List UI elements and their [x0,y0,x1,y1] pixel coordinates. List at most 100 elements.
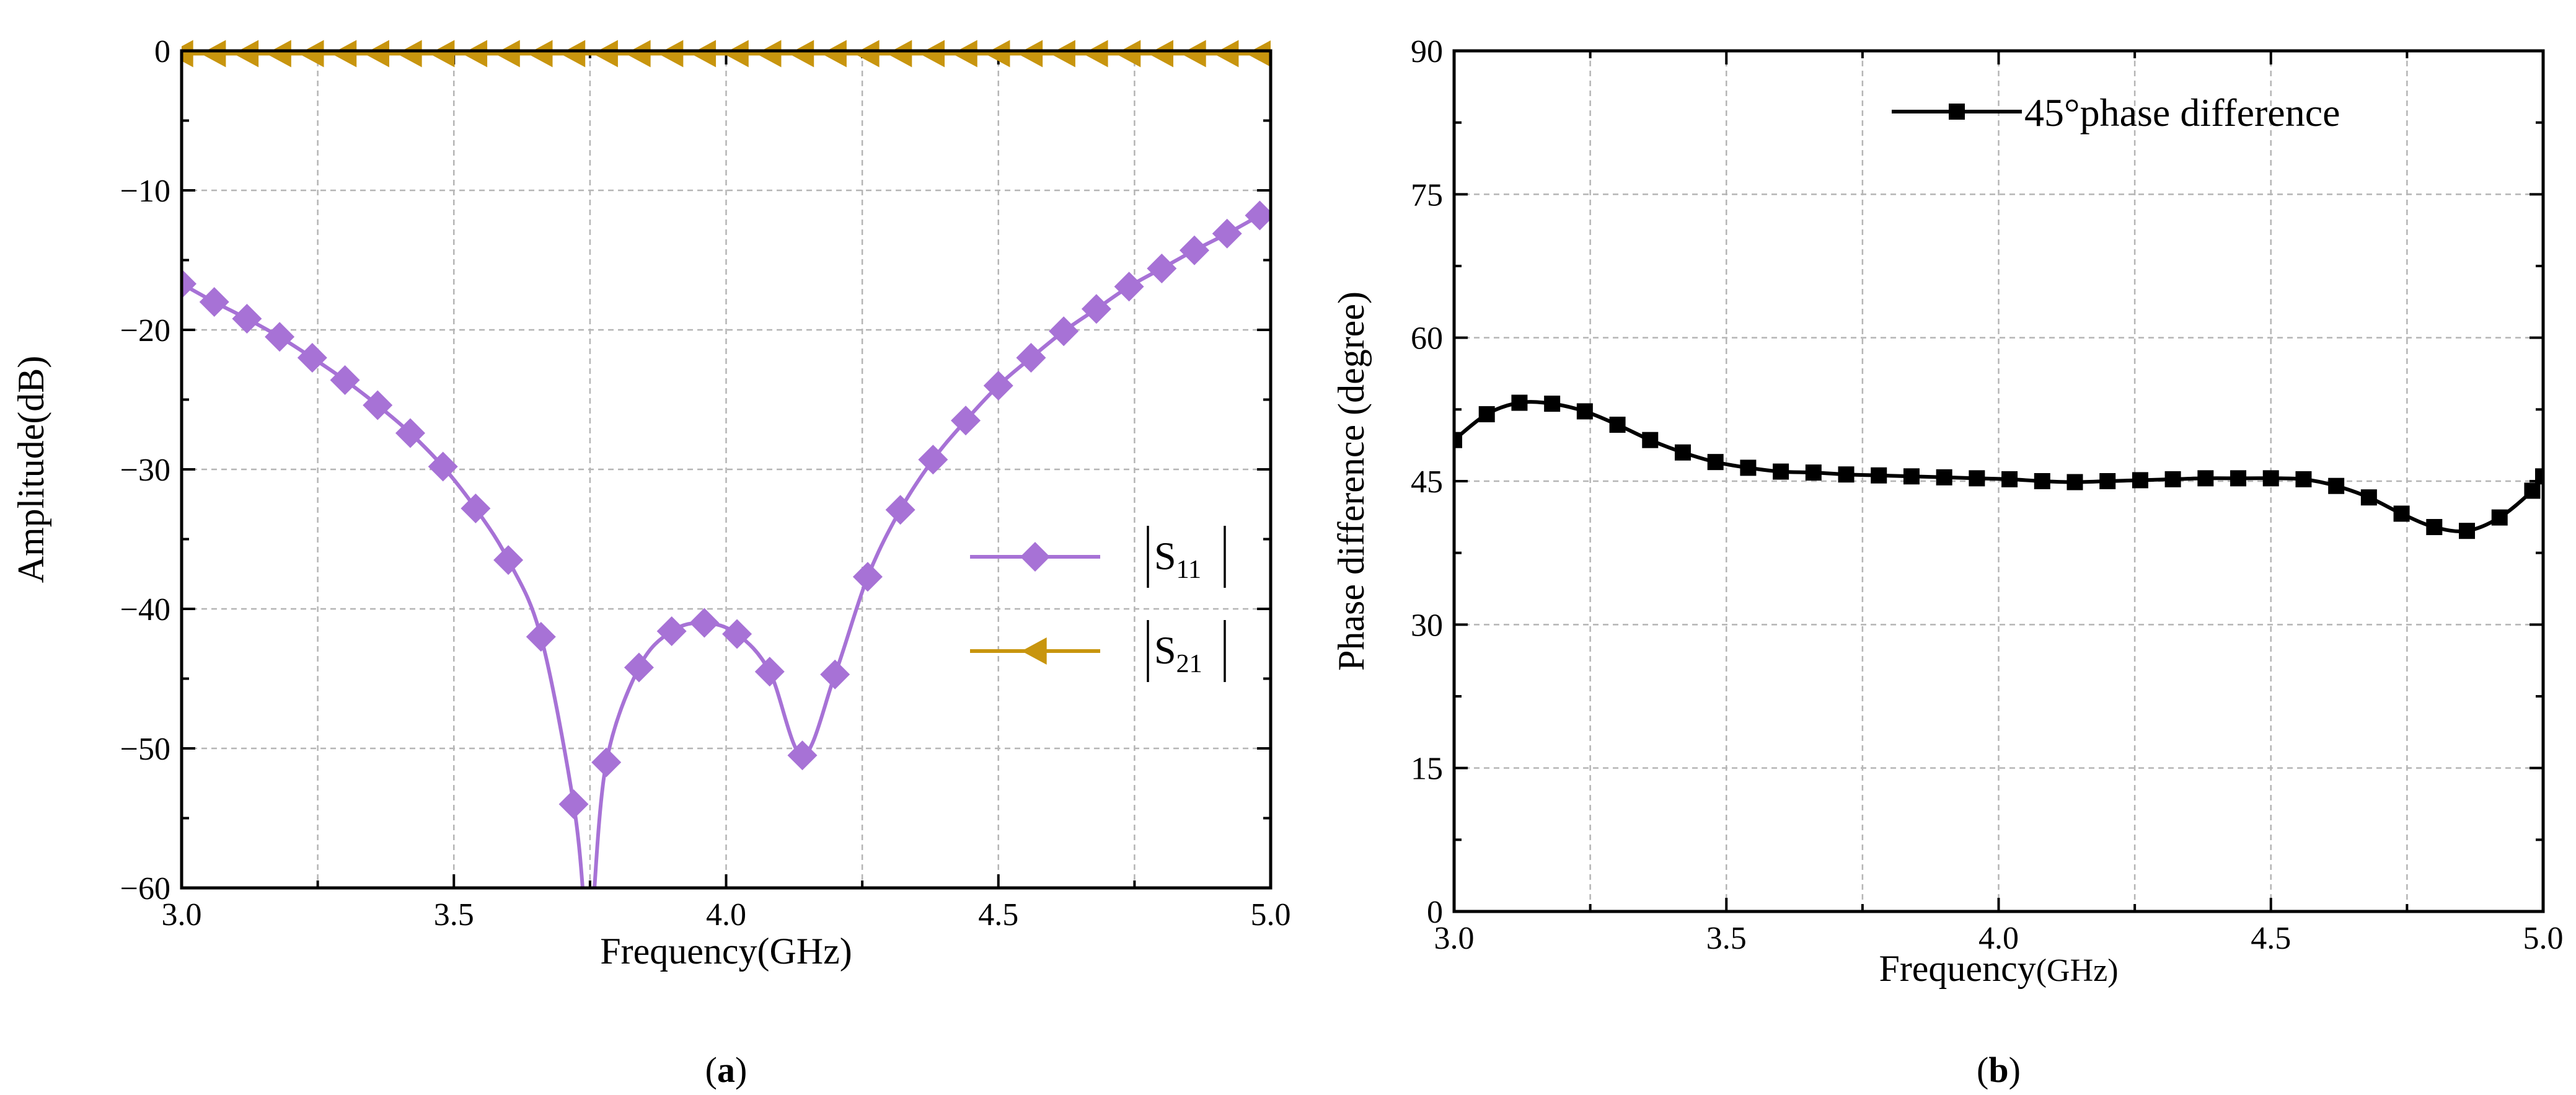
data-point [885,495,915,525]
x-tick-label: 4.5 [2251,921,2291,956]
panel-a-chart: 3.0 3.5 4.0 4.5 5.0 0 −10 −20 −30 −40 −50 −60 Freque… [11,34,1291,1090]
x-tick-label: 4.0 [1978,921,2019,956]
data-point [233,40,259,68]
data-point [182,268,196,299]
x-tick-label: 5.0 [2523,921,2564,956]
data-point [723,40,749,68]
data-point [495,40,520,68]
y-tick-label: 0 [1427,895,1443,930]
data-point [1674,444,1691,461]
x-tick-label: 4.0 [706,897,746,933]
data-point [526,622,556,652]
grid [182,51,1271,888]
data-point [527,40,553,68]
y-tick-label: 15 [1411,751,1443,787]
data-point [493,545,524,575]
data-point [2099,473,2116,489]
data-point [558,789,589,819]
x-tick-label: 3.5 [434,897,474,933]
data-point [1148,40,1173,68]
data-point [852,562,883,592]
data-point [364,40,389,68]
y-tick-label: 75 [1411,177,1443,213]
data-point [396,40,422,68]
data-point [2164,471,2181,487]
data-point [2230,470,2247,487]
data-point [1016,343,1046,373]
x-tick-label: 3.5 [1706,921,1747,956]
plot-frame [180,49,1273,890]
data-point [1454,432,1462,448]
data-point [462,40,488,68]
data-point [1114,272,1144,302]
plot-area [182,40,1271,888]
data-point [1147,254,1177,283]
legend-marker [1021,637,1047,665]
data-point [1707,454,1724,471]
data-point [182,40,193,68]
data-point [1511,394,1528,411]
data-point [2524,482,2541,499]
y-tick-label: 60 [1411,321,1443,357]
data-point [756,40,782,68]
legend: S11 S21 [970,526,1226,682]
data-point [1246,40,1271,67]
data-point [363,390,393,420]
data-point [1213,40,1239,68]
data-point [1773,463,1789,480]
series-2 [182,40,1271,68]
data-point [1936,469,1952,485]
data-point [593,40,618,68]
data-point [2393,505,2410,522]
data-point [298,40,324,68]
data-point [722,619,752,649]
panel-caption: (b) [1977,1050,2021,1090]
plot-area [1454,394,2543,539]
data-point [2426,519,2443,536]
data-point [754,657,785,687]
data-point [331,40,357,68]
data-point [1642,432,1659,448]
data-point [821,40,847,68]
data-point [2132,472,2148,489]
data-point [1180,235,1210,265]
data-point [951,406,981,436]
data-point [2459,523,2476,539]
data-point [2491,509,2508,526]
data-point [1903,468,1920,485]
data-point [919,40,945,68]
x-tick-label: 3.0 [1434,921,1475,956]
y-tick-label: −50 [120,732,170,767]
data-point [2197,470,2214,487]
data-point [330,365,360,395]
y-tick-label: 0 [154,34,170,69]
y-tick-label: −20 [120,313,170,348]
data-point [2067,474,2083,490]
data-point [625,40,651,68]
series-line [182,282,584,888]
data-point [984,40,1010,68]
x-tick-label: 3.0 [162,897,202,933]
data-point [1576,403,1593,420]
data-point [2360,489,2377,506]
data-point [788,40,814,68]
legend-label: S11 [1154,534,1201,584]
data-point [787,740,818,771]
data-point [886,40,912,68]
y-tick-label: −30 [120,453,170,488]
legend-label: 45°phase difference [2024,91,2340,135]
data-point [624,652,654,683]
data-point [690,40,717,68]
data-point [918,445,948,475]
data-point [560,40,586,68]
data-point [820,659,850,689]
y-axis-label: Phase difference (degree) [1331,291,1372,671]
y-tick-label: −10 [120,174,170,209]
data-point [1740,459,1757,476]
y-tick-label: −40 [120,592,170,627]
y-axis-label: Amplitude(dB) [11,356,51,583]
data-point [2295,471,2312,487]
data-point [1181,40,1206,68]
data-point [689,608,720,638]
legend-marker [1020,542,1050,572]
